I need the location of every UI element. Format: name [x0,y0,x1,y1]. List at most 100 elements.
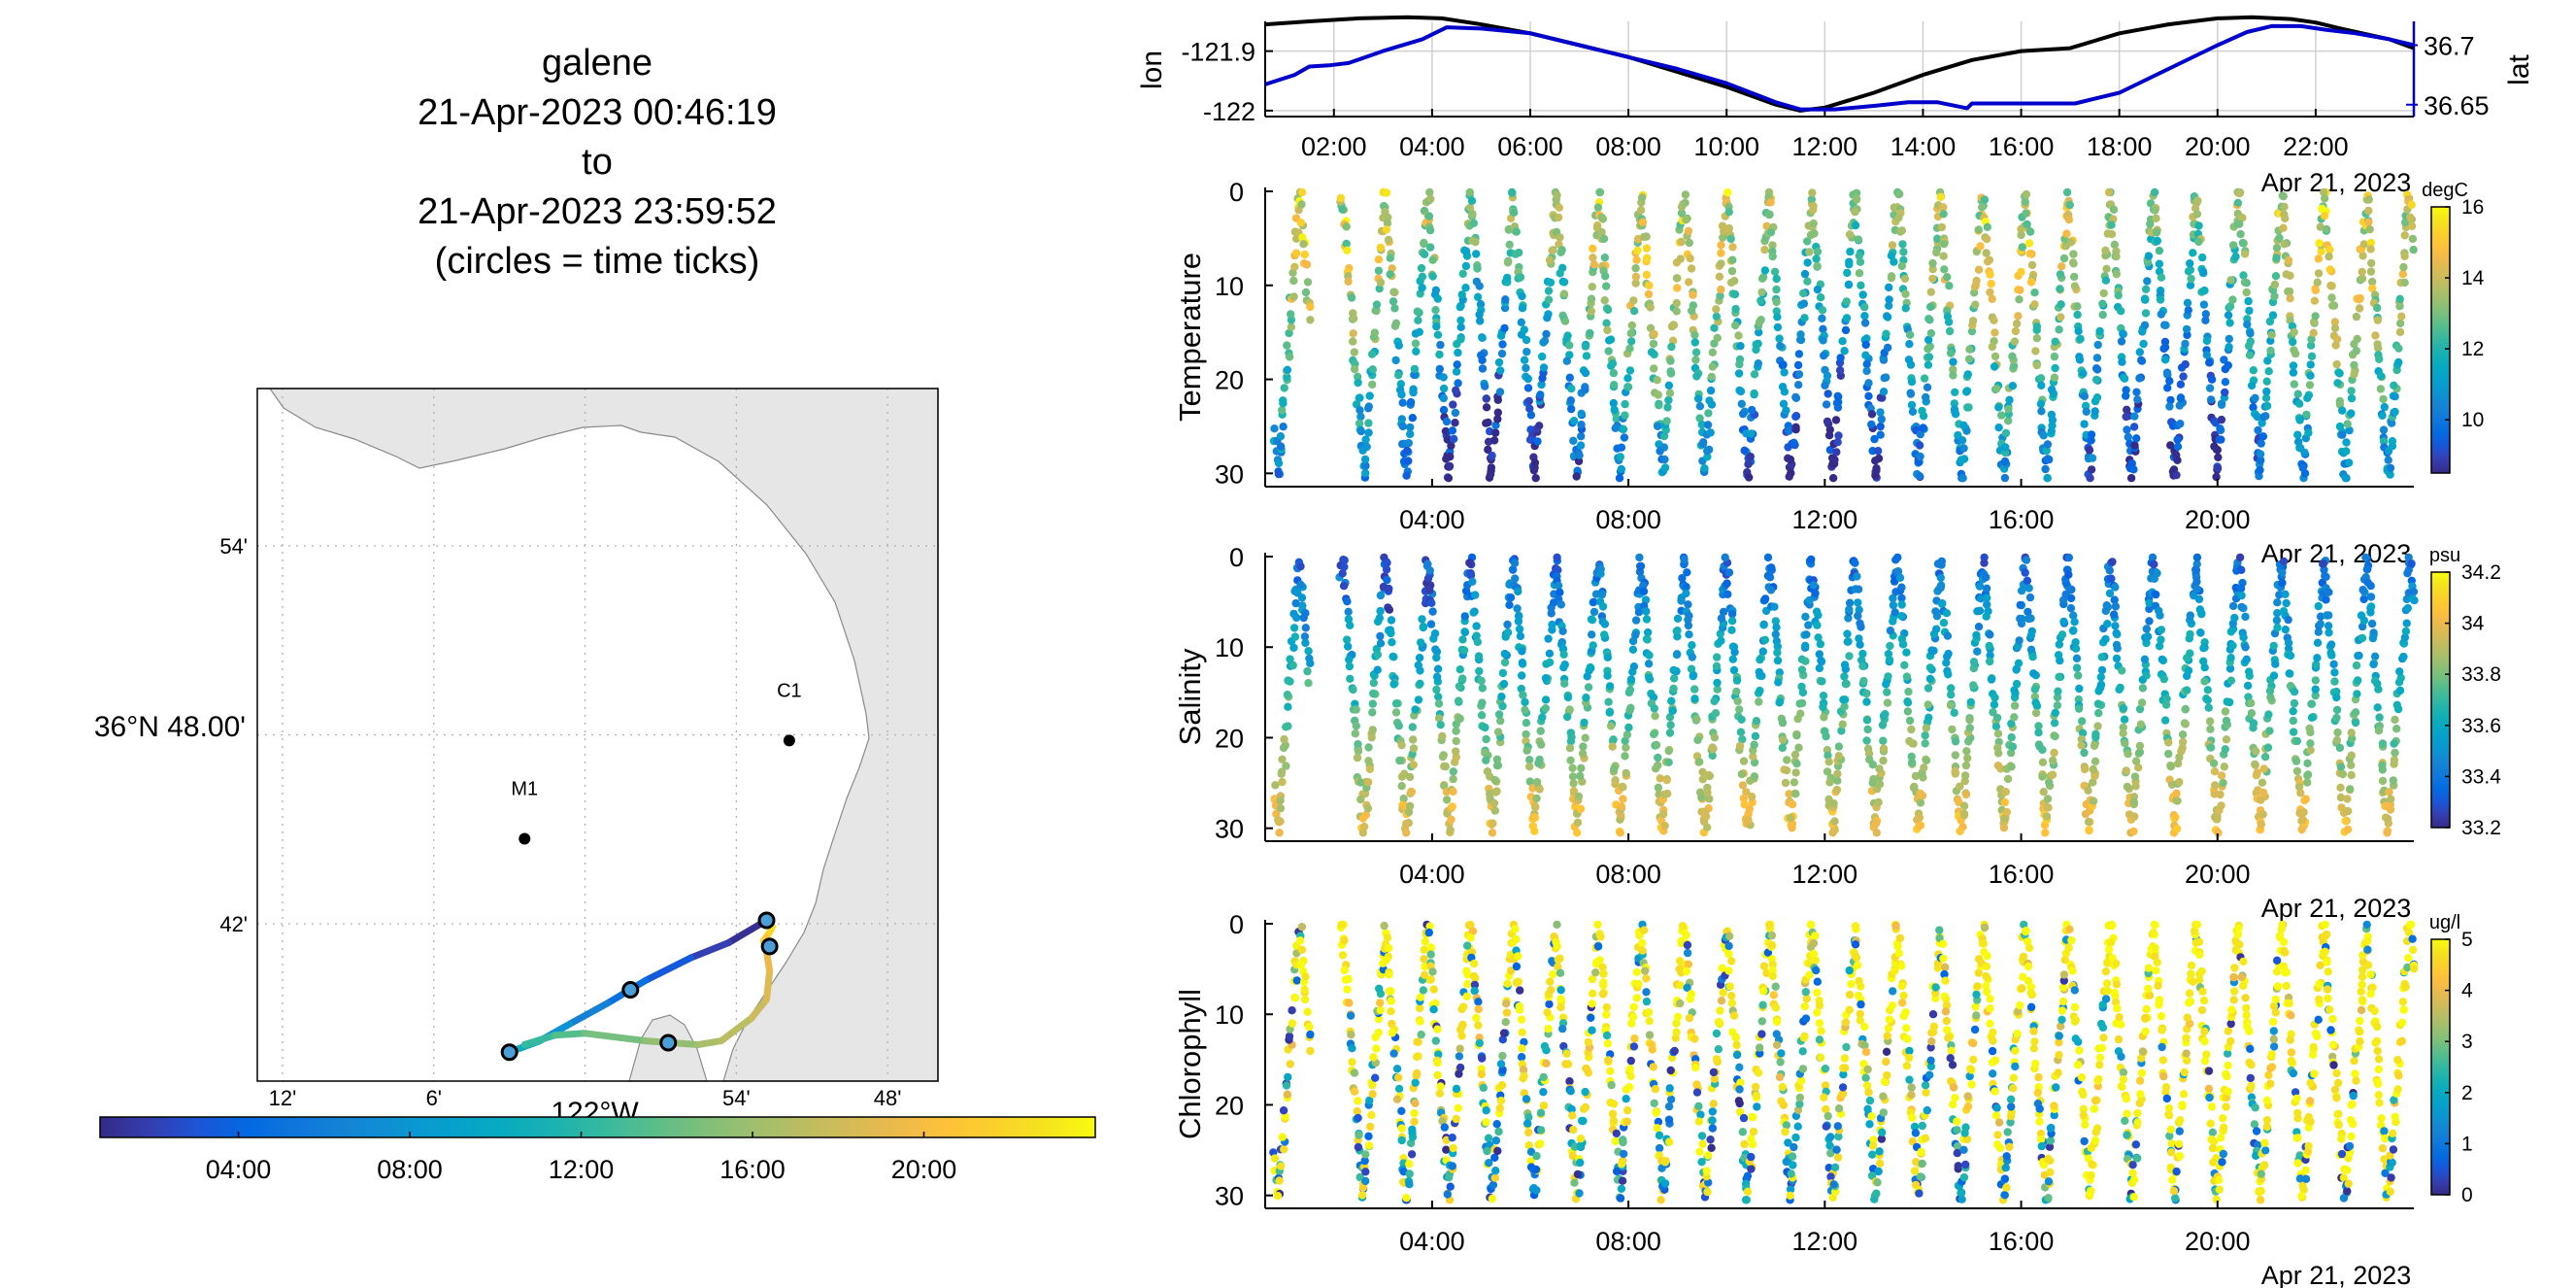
temperature-point [1736,342,1745,351]
chlorophyll-point [1306,1046,1315,1056]
salinity-point [2034,722,2043,730]
salinity-point [2130,772,2140,781]
salinity-point [1508,565,1518,574]
salinity-point [1465,559,1474,567]
temperature-point [1413,307,1422,316]
temperature-point [1629,307,1639,316]
chlorophyll-point [1576,1135,1586,1143]
salinity-point [1936,573,1946,582]
salinity-point [1604,697,1613,706]
salinity-point [2140,655,2150,663]
chlorophyll-point [1452,1114,1460,1124]
salinity-point [2155,642,2164,651]
salinity-point [1920,763,1928,772]
temperature-point [1944,318,1954,326]
salinity-point [2403,603,2412,613]
temperature-point [1794,370,1804,379]
chlorophyll-point [1531,1165,1541,1174]
temperature-point [2146,220,2155,228]
salinity-point [2298,815,2307,825]
salinity-ytick-label: 30 [1215,815,1244,844]
salinity-point [1535,785,1544,794]
temperature-point [1283,372,1291,382]
salinity-point [1452,747,1460,756]
lonlat-y2tick-label: 36.65 [2424,91,2490,120]
salinity-point [2196,628,2205,637]
temperature-point [2289,337,2297,347]
salinity-point [1434,693,1443,701]
salinity-point [1942,652,1952,661]
chlorophyll-point [1799,1034,1809,1042]
salinity-point [1274,815,1283,825]
chlorophyll-point [1778,1082,1788,1092]
temperature-point [2341,474,2350,483]
salinity-point [1750,772,1759,781]
chlorophyll-point [1735,1085,1744,1094]
temperature-point [1567,384,1576,393]
chlorophyll-point [1364,1141,1374,1150]
temperature-point [2225,343,2233,352]
salinity-point [2307,699,2316,708]
salinity-point [1511,574,1520,583]
salinity-point [2271,660,2280,668]
temperature-point [2315,239,2324,248]
temperature-point [1838,337,1847,346]
salinity-date-label: Apr 21, 2023 [2261,894,2412,923]
salinity-point [1387,616,1396,625]
chlorophyll-point [1443,1190,1453,1199]
salinity-point [2054,687,2062,695]
chlorophyll-point [1424,928,1434,937]
temperature-point [1698,439,1708,449]
chlorophyll-point [1753,1102,1761,1111]
salinity-point [2333,728,2342,737]
temperature-point [1845,230,1855,239]
temperature-point [2155,246,2164,255]
salinity-point [1672,650,1682,660]
salinity-point [1611,780,1620,789]
salinity-point [1813,621,1822,629]
salinity-point [1478,684,1488,693]
salinity-point [1566,756,1575,764]
temperature-point [1900,274,1910,284]
salinity-point [1416,679,1424,688]
chlorophyll-point [1707,1143,1716,1153]
temperature-point [1343,246,1352,254]
temperature-point [1297,200,1306,209]
temperature-point [1494,357,1504,367]
temperature-point [1503,258,1513,267]
chlorophyll-point [1629,1002,1638,1011]
chlorophyll-point [1466,933,1475,942]
chlorophyll-point [1482,1106,1490,1115]
chlorophyll-point [1612,1129,1622,1138]
salinity-point [1840,661,1850,669]
temperature-point [1538,352,1547,361]
chlorophyll-point [1749,1112,1757,1122]
temperature-point [1642,232,1651,241]
temperature-point [1951,388,1959,396]
temperature-point [1888,241,1897,250]
temperature-point [2262,387,2271,396]
salinity-point [1596,569,1605,578]
chlorophyll-point [1273,1192,1283,1201]
temperature-point [2325,265,2334,274]
chlorophyll-point [1568,1111,1577,1120]
chlorophyll-point [1735,1099,1744,1108]
temperature-point [1446,452,1455,461]
salinity-point [1895,573,1905,582]
salinity-point [1639,581,1648,590]
chlorophyll-point [1421,937,1430,946]
chlorophyll-point [1520,1071,1528,1081]
chlorophyll-point [1704,1151,1713,1160]
temperature-point [2179,372,2188,381]
temperature-point [1717,285,1725,294]
chlorophyll-point [1739,1113,1749,1123]
temperature-point [2317,247,2325,255]
temperature-point [2095,326,2104,336]
lonlat-xtick-label: 18:00 [2087,132,2153,161]
temperature-point [1830,456,1839,464]
salinity-point [1500,658,1510,667]
temperature-point [1444,474,1454,483]
temperature-point [1923,383,1932,391]
temperature-point [1730,289,1740,299]
temperature-xtick-label: 16:00 [1989,505,2055,534]
